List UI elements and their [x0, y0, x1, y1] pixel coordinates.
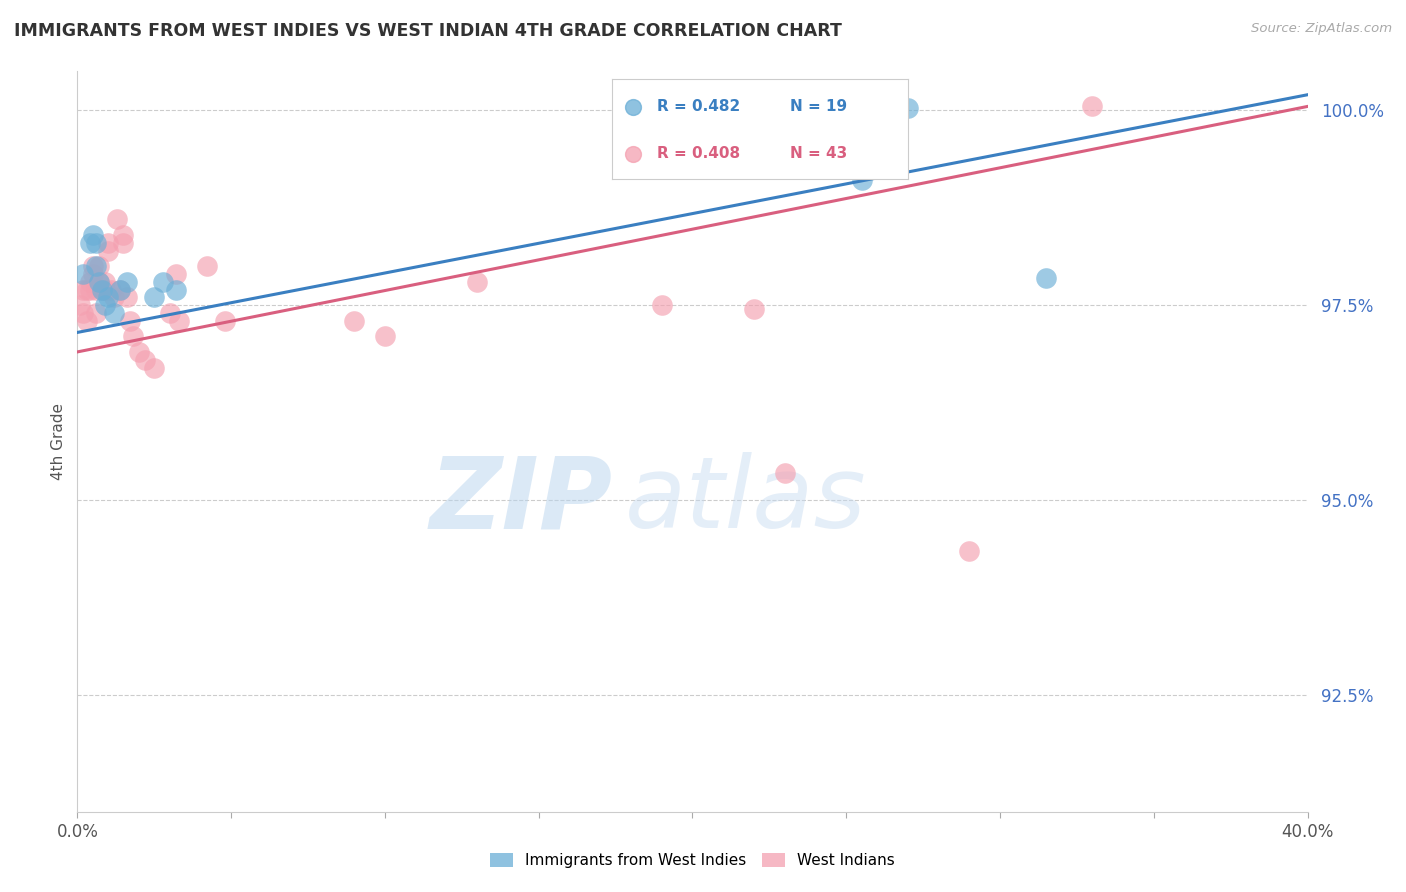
Point: [84, 283, 107, 297]
Point: [195, 259, 218, 273]
Text: ZIP: ZIP: [429, 452, 613, 549]
Point: [82, 227, 104, 242]
Point: [94, 283, 117, 297]
Point: [957, 543, 980, 558]
Point: [143, 360, 166, 375]
Y-axis label: 4th Grade: 4th Grade: [51, 403, 66, 480]
Point: [214, 314, 236, 328]
Text: IMMIGRANTS FROM WEST INDIES VS WEST INDIAN 4TH GRADE CORRELATION CHART: IMMIGRANTS FROM WEST INDIES VS WEST INDI…: [14, 22, 842, 40]
Point: [159, 306, 181, 320]
Point: [110, 283, 132, 297]
Point: [105, 212, 128, 227]
Point: [72, 267, 94, 281]
Point: [97, 290, 120, 304]
Point: [94, 298, 117, 312]
Point: [121, 329, 143, 343]
Point: [1035, 271, 1057, 285]
Point: [76, 314, 98, 328]
Point: [97, 244, 120, 258]
Point: [711, 146, 734, 161]
Point: [128, 345, 150, 359]
Point: [84, 259, 107, 273]
Point: [69, 298, 91, 312]
Point: [82, 259, 104, 273]
Point: [112, 227, 135, 242]
Point: [90, 283, 114, 297]
Point: [115, 290, 138, 304]
Point: [79, 275, 101, 289]
Point: [84, 306, 107, 320]
Point: [112, 235, 135, 250]
Point: [103, 306, 125, 320]
Point: [76, 283, 98, 297]
Point: [110, 283, 132, 297]
Point: [773, 466, 796, 480]
Point: [72, 306, 94, 320]
Point: [90, 283, 114, 297]
Point: [465, 275, 488, 289]
Point: [94, 275, 117, 289]
Point: [897, 101, 920, 115]
Point: [79, 283, 101, 297]
Point: [134, 352, 156, 367]
Point: [79, 235, 101, 250]
Point: [82, 267, 104, 281]
Point: [143, 290, 166, 304]
Point: [374, 329, 396, 343]
Point: [87, 259, 110, 273]
Point: [343, 314, 366, 328]
Point: [118, 314, 141, 328]
Point: [97, 235, 120, 250]
Point: [84, 235, 107, 250]
Point: [100, 283, 122, 297]
Point: [115, 275, 138, 289]
Point: [851, 173, 873, 187]
Text: Source: ZipAtlas.com: Source: ZipAtlas.com: [1251, 22, 1392, 36]
Point: [651, 298, 673, 312]
Point: [1081, 99, 1104, 113]
Legend: Immigrants from West Indies, West Indians: Immigrants from West Indies, West Indian…: [484, 847, 901, 874]
Text: atlas: atlas: [624, 452, 866, 549]
Point: [72, 283, 94, 297]
Point: [165, 267, 187, 281]
Point: [103, 290, 125, 304]
Point: [742, 301, 765, 316]
Point: [167, 314, 190, 328]
Point: [87, 275, 110, 289]
Point: [87, 275, 110, 289]
Point: [152, 275, 174, 289]
Point: [165, 283, 187, 297]
